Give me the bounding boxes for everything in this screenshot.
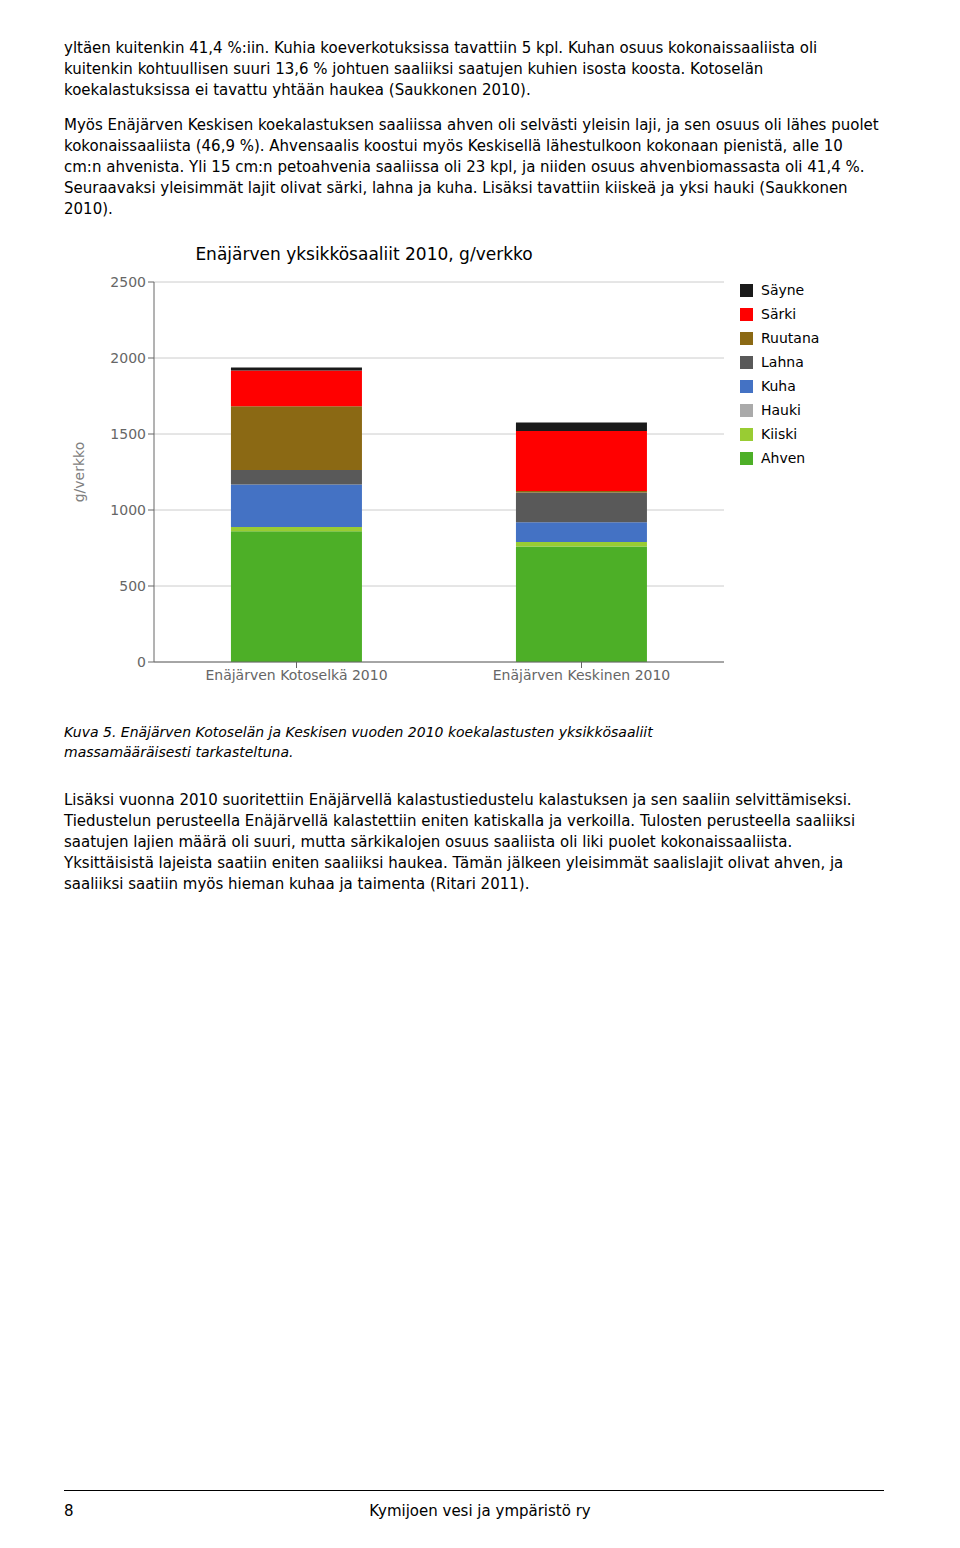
svg-text:1500: 1500 — [110, 426, 146, 442]
svg-text:g/verkko: g/verkko — [71, 442, 87, 503]
html-text:yltäen kuitenkin 41,4 %:iin. K: yltäen kuitenkin 41,4 %:iin. Kuhia koeve… — [64, 39, 818, 99]
svg-text:500: 500 — [119, 578, 146, 594]
svg-text:1000: 1000 — [110, 502, 146, 518]
html-text:Hauki: Hauki — [761, 402, 801, 418]
html-text:Lisäksi vuonna 2010 suoritetti: Lisäksi vuonna 2010 suoritettiin Enäjärv… — [64, 791, 856, 893]
html-text:Myös Enäjärven Keskisen koekal: Myös Enäjärven Keskisen koekalastuksen s… — [64, 116, 879, 218]
svg-text:2000: 2000 — [110, 350, 146, 366]
html-text:8: 8 — [64, 1502, 74, 1520]
html-text:Säyne: Säyne — [761, 282, 805, 298]
html-text:Särki: Särki — [761, 306, 797, 322]
svg-text:0: 0 — [137, 654, 146, 670]
svg-text:2500: 2500 — [110, 274, 146, 290]
html-text:Kymijoen vesi ja ympäristö ry: Kymijoen vesi ja ympäristö ry — [369, 1502, 591, 1520]
html-text:Kiiski: Kiiski — [761, 426, 798, 442]
html-text:Kuva 5. Enäjärven Kotoselän ja: Kuva 5. Enäjärven Kotoselän ja Keskisen … — [64, 724, 653, 760]
html-text:Ruutana: Ruutana — [761, 330, 820, 346]
html-text:Kuha: Kuha — [761, 378, 796, 394]
html-text:Ahven: Ahven — [761, 450, 806, 466]
html-text:Enäjärven yksikkösaaliit 2010,: Enäjärven yksikkösaaliit 2010, g/verkko — [195, 244, 533, 264]
svg-text:Enäjärven Kotoselkä 2010: Enäjärven Kotoselkä 2010 — [205, 667, 387, 683]
svg-text:Enäjärven Keskinen 2010: Enäjärven Keskinen 2010 — [493, 667, 671, 683]
html-text:Lahna: Lahna — [761, 354, 804, 370]
